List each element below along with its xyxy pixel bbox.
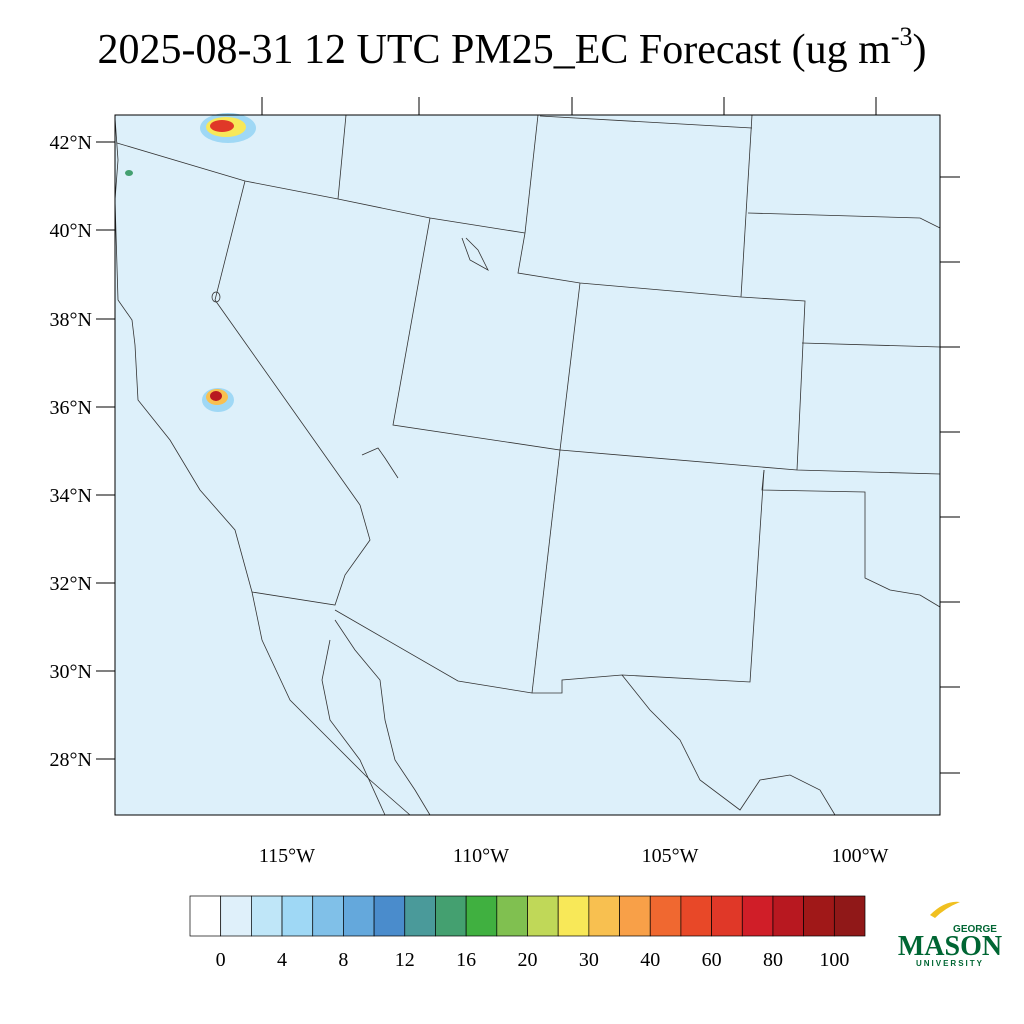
colorbar-label: 4 (277, 949, 287, 971)
logo-swoosh (930, 901, 960, 918)
colorbar: 0 4 8 12 16 20 30 40 60 80 100 (189, 895, 866, 971)
colorbar-box (680, 895, 712, 937)
smoke-plumes (125, 113, 256, 412)
lat-label: 34°N (50, 485, 92, 507)
colorbar-label: 100 (819, 949, 849, 971)
colorbar-box (404, 895, 436, 937)
title-text: 2025-08-31 12 UTC PM25_EC Forecast (ug m (98, 27, 892, 73)
title: 2025-08-31 12 UTC PM25_EC Forecast (ug m… (98, 22, 927, 73)
colorbar-box (343, 895, 375, 937)
colorbar-box (189, 895, 222, 937)
lat-label: 32°N (50, 573, 92, 595)
colorbar-box (373, 895, 406, 937)
map-background (115, 115, 940, 815)
colorbar-box (251, 895, 283, 937)
colorbar-label: 40 (640, 949, 660, 971)
colorbar-box (312, 895, 344, 937)
colorbar-box (711, 895, 743, 937)
colorbar-label: 20 (518, 949, 538, 971)
colorbar-label: 30 (579, 949, 599, 971)
lon-label: 115°W (259, 845, 315, 867)
colorbar-box (527, 895, 559, 937)
lat-label: 28°N (50, 749, 92, 771)
lon-label: 105°W (642, 845, 699, 867)
colorbar-box (220, 895, 252, 937)
logo-main: MASON (898, 931, 1002, 962)
lon-label: 100°W (832, 845, 889, 867)
title-superscript: -3 (891, 22, 913, 51)
lat-label: 40°N (50, 220, 92, 242)
lon-label: 110°W (453, 845, 509, 867)
colorbar-label: 0 (216, 949, 226, 971)
colorbar-label: 8 (338, 949, 348, 971)
map: 42°N 40°N 38°N 36°N 34°N 32°N 30°N 28°N 115°W 110… (50, 97, 960, 867)
colorbar-box (465, 895, 498, 937)
colorbar-box (741, 895, 774, 937)
colorbar-box (435, 895, 467, 937)
colorbar-box (803, 895, 835, 937)
colorbar-box (588, 895, 620, 937)
colorbar-label: 16 (456, 949, 476, 971)
colorbar-box (281, 895, 314, 937)
lat-label: 38°N (50, 309, 92, 331)
colorbar-label: 80 (763, 949, 783, 971)
colorbar-box (619, 895, 651, 937)
colorbar-box (557, 895, 590, 937)
title-close: ) (912, 27, 926, 73)
colorbar-box (649, 895, 682, 937)
lat-label: 30°N (50, 661, 92, 683)
lat-label: 42°N (50, 132, 92, 154)
colorbar-label: 12 (395, 949, 415, 971)
colorbar-box (772, 895, 804, 937)
boundaries (114, 114, 941, 816)
colorbar-box (833, 895, 866, 937)
logo: GEORGE MASON UNIVERSITY (898, 901, 1002, 968)
colorbar-box (496, 895, 528, 937)
axes: 42°N 40°N 38°N 36°N 34°N 32°N 30°N 28°N 115°W 110… (50, 97, 960, 867)
logo-top: GEORGE (953, 924, 997, 935)
map-frame (114, 114, 941, 816)
lat-label: 36°N (50, 397, 92, 419)
logo-bottom: UNIVERSITY (916, 959, 984, 968)
colorbar-label: 60 (702, 949, 722, 971)
